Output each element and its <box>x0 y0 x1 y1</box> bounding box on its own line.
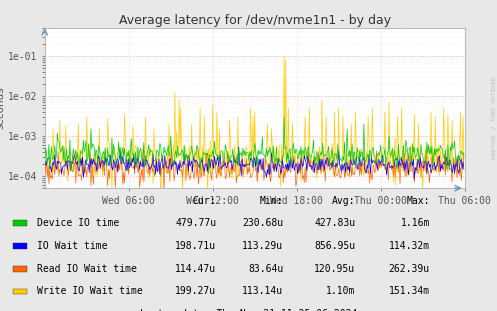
Text: 83.64u: 83.64u <box>248 264 283 274</box>
Text: 114.47u: 114.47u <box>175 264 216 274</box>
Text: 113.29u: 113.29u <box>242 241 283 251</box>
Text: Write IO Wait time: Write IO Wait time <box>37 286 143 296</box>
Text: 1.16m: 1.16m <box>401 218 430 228</box>
Text: 856.95u: 856.95u <box>314 241 355 251</box>
Y-axis label: seconds: seconds <box>0 87 5 129</box>
Text: 479.77u: 479.77u <box>175 218 216 228</box>
Text: 120.95u: 120.95u <box>314 264 355 274</box>
Text: IO Wait time: IO Wait time <box>37 241 108 251</box>
Text: 262.39u: 262.39u <box>389 264 430 274</box>
Text: 427.83u: 427.83u <box>314 218 355 228</box>
Text: 199.27u: 199.27u <box>175 286 216 296</box>
Text: Max:: Max: <box>407 196 430 206</box>
Text: 198.71u: 198.71u <box>175 241 216 251</box>
Title: Average latency for /dev/nvme1n1 - by day: Average latency for /dev/nvme1n1 - by da… <box>119 14 391 27</box>
Text: Last update: Thu Nov 21 11:25:06 2024: Last update: Thu Nov 21 11:25:06 2024 <box>140 309 357 311</box>
Text: Cur:: Cur: <box>193 196 216 206</box>
Text: 151.34m: 151.34m <box>389 286 430 296</box>
Text: RRDTOOL / TOBI OETIKER: RRDTOOL / TOBI OETIKER <box>491 77 496 160</box>
Text: 114.32m: 114.32m <box>389 241 430 251</box>
Text: 1.10m: 1.10m <box>326 286 355 296</box>
Text: 230.68u: 230.68u <box>242 218 283 228</box>
Text: Min:: Min: <box>260 196 283 206</box>
Text: Device IO time: Device IO time <box>37 218 119 228</box>
Text: Avg:: Avg: <box>332 196 355 206</box>
Text: 113.14u: 113.14u <box>242 286 283 296</box>
Text: Read IO Wait time: Read IO Wait time <box>37 264 137 274</box>
